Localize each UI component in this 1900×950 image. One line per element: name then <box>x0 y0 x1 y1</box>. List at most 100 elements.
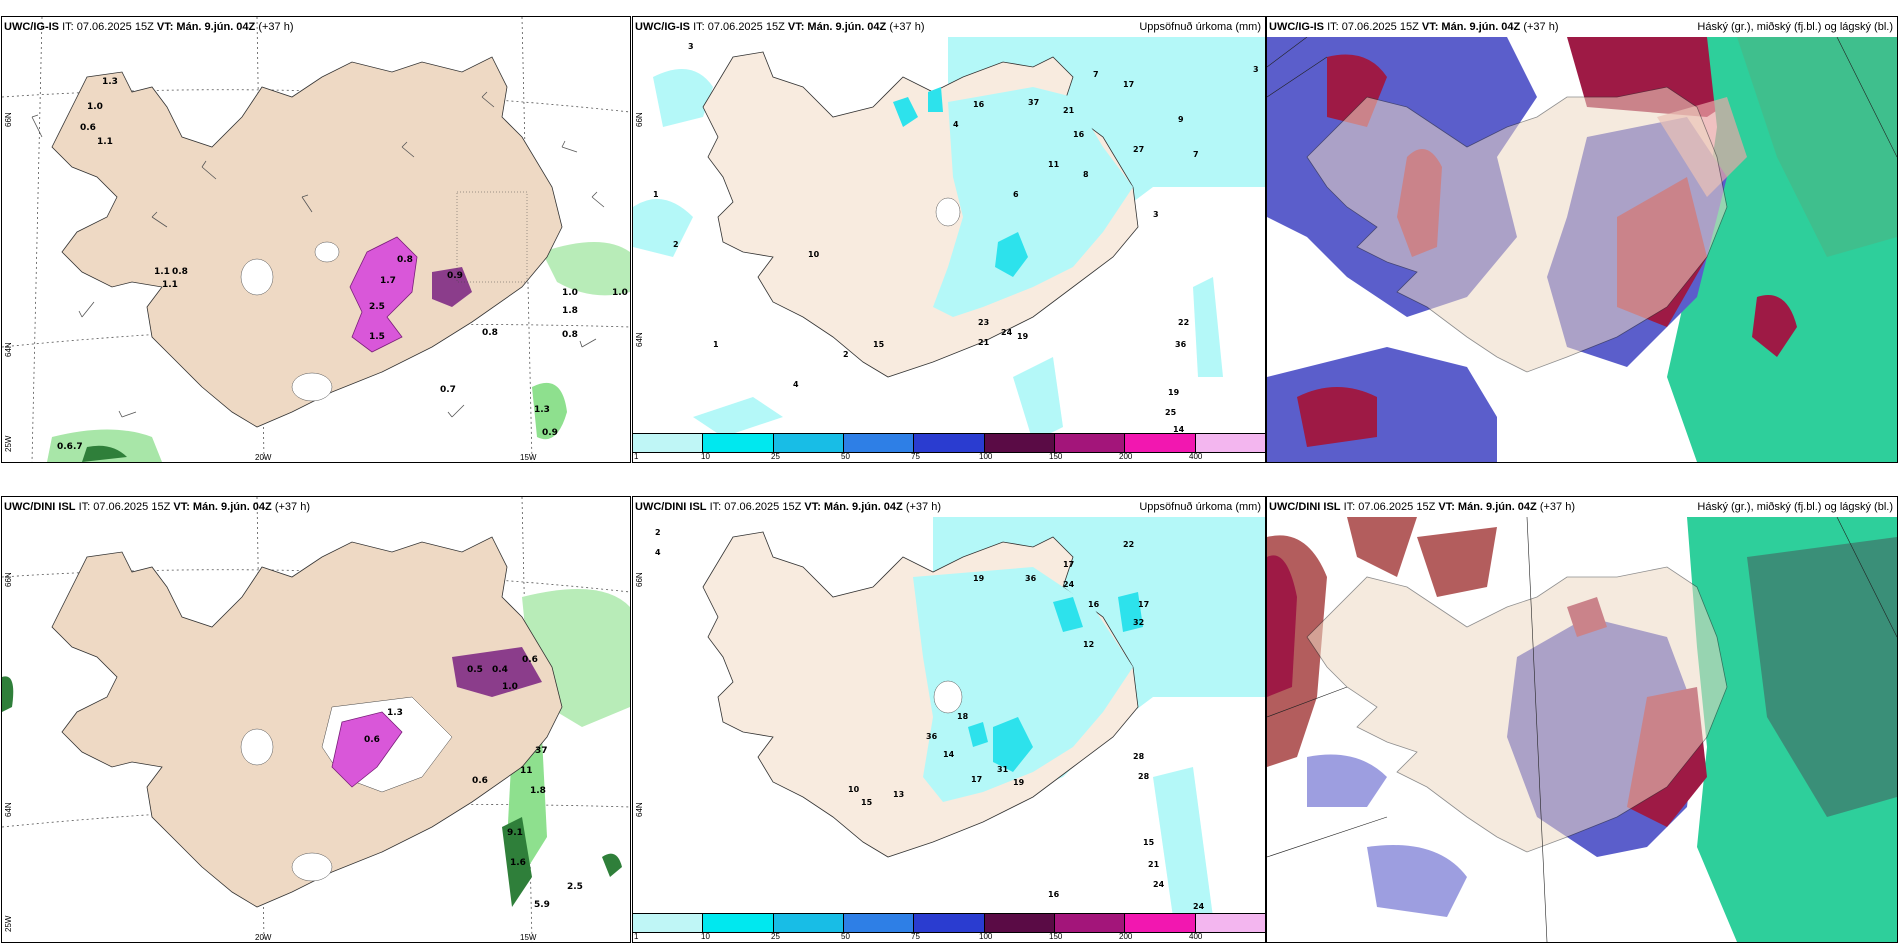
precip-value-label: 1.0 <box>562 288 578 298</box>
accum-value-label: 36 <box>926 732 938 741</box>
lat-label: 66N <box>4 572 13 587</box>
colorbar-bin <box>1195 914 1265 932</box>
colorbar-ticks: 1 10 25 50 75 100 150 200 400 <box>633 452 1265 462</box>
accum-value-label: 24 <box>1063 580 1075 589</box>
lon-label: 25W <box>4 435 13 452</box>
precip-value-label: 0.8 <box>482 328 498 338</box>
panel-title: UWC/IG-IS IT: 07.06.2025 15Z VT: Mán. 9.… <box>4 21 294 33</box>
colorbar-bin <box>1054 914 1126 932</box>
map-panel-r1c3: UWC/IG-IS IT: 07.06.2025 15Z VT: Mán. 9.… <box>1266 16 1898 463</box>
panel-subtitle: Háský (gr.), miðský (fj.bl.) og lágský (… <box>1697 21 1893 33</box>
precip-value-label: 1.3 <box>534 405 550 415</box>
precip-value-label: 2.5 <box>567 882 583 892</box>
colorbar-bin <box>984 434 1055 452</box>
accum-value-label: 3 <box>1253 65 1259 74</box>
precip-value-label: 1.1 <box>162 280 178 290</box>
colorbar-tick: 200 <box>1119 932 1133 941</box>
colorbar-tick: 200 <box>1119 452 1133 461</box>
accum-value-label: 17 <box>1123 80 1134 89</box>
accum-value-label: 4 <box>655 548 661 557</box>
accum-labels: 2 4 19 36 17 24 16 22 17 32 12 18 36 17 … <box>655 528 1205 911</box>
colorbar-bin <box>633 434 704 452</box>
colorbar-bin <box>984 914 1055 932</box>
accum-value-label: 37 <box>1028 98 1039 107</box>
accum-value-label: 16 <box>1088 600 1100 609</box>
lat-label: 64N <box>4 802 13 817</box>
accum-value-label: 3 <box>688 42 694 51</box>
lon-label: 15W <box>520 933 537 942</box>
accum-value-label: 28 <box>1138 772 1150 781</box>
accum-value-label: 11 <box>1048 160 1060 169</box>
precip-value-label: 37 <box>535 746 548 756</box>
precip-value-label: 0.6 <box>80 123 96 133</box>
precip-value-label: 1.1 <box>154 267 170 277</box>
accum-value-label: 22 <box>1123 540 1134 549</box>
lon-label: 20W <box>255 453 272 462</box>
panel-title: UWC/DINI ISL IT: 07.06.2025 15Z VT: Mán.… <box>4 501 310 513</box>
accum-value-label: 4 <box>793 380 799 389</box>
precip-value-label: 0.6.7 <box>57 442 83 452</box>
precip-value-label: 0.6 <box>472 776 488 786</box>
map-panel-r1c2: UWC/IG-IS IT: 07.06.2025 15Z VT: Mán. 9.… <box>632 16 1266 463</box>
accum-value-label: 10 <box>808 250 820 259</box>
colorbar-bin <box>773 434 844 452</box>
accum-value-label: 28 <box>1133 752 1145 761</box>
precip-value-label: 1.7 <box>380 276 396 286</box>
accum-value-label: 6 <box>1013 190 1019 199</box>
accum-value-label: 7 <box>1093 70 1099 79</box>
accum-value-label: 24 <box>1153 880 1165 889</box>
panel-title: UWC/DINI ISL IT: 07.06.2025 15Z VT: Mán.… <box>1269 501 1575 513</box>
precip-value-label: 0.8 <box>562 330 578 340</box>
colorbar-tick: 150 <box>1049 452 1063 461</box>
accum-value-label: 27 <box>1133 145 1144 154</box>
colorbar-bin <box>773 914 844 932</box>
accum-value-label: 22 <box>1178 318 1189 327</box>
colorbar-tick: 150 <box>1049 932 1063 941</box>
colorbar <box>633 913 1265 933</box>
accum-value-label: 2 <box>673 240 679 249</box>
accum-value-label: 8 <box>1083 170 1089 179</box>
colorbar-tick: 400 <box>1189 932 1203 941</box>
colorbar-tick: 1 <box>634 932 639 941</box>
precip-value-label: 1.0 <box>502 682 518 692</box>
lat-label: 64N <box>635 332 644 347</box>
colorbar-tick: 75 <box>911 452 920 461</box>
precip-value-label: 1.1 <box>97 137 113 147</box>
accum-value-label: 25 <box>1165 408 1177 417</box>
precip-value-label: 1.8 <box>562 306 578 316</box>
colorbar-bin <box>1125 914 1196 932</box>
precip-value-label: 0.8 <box>172 267 188 277</box>
accum-value-label: 24 <box>1001 328 1013 337</box>
accum-value-label: 36 <box>1175 340 1187 349</box>
accum-value-label: 31 <box>997 765 1009 774</box>
accum-value-label: 16 <box>1073 130 1085 139</box>
accum-value-label: 17 <box>1138 600 1149 609</box>
accum-value-label: 14 <box>1173 425 1185 434</box>
precip-value-label: 1.5 <box>369 332 385 342</box>
accum-value-label: 16 <box>973 100 985 109</box>
wind-precip-map: 1.3 0.6 0.5 0.4 1.0 0.6 0.6 37 11 1.8 9.… <box>2 497 630 942</box>
accum-value-label: 21 <box>1148 860 1160 869</box>
map-panel-r2c1: UWC/DINI ISL IT: 07.06.2025 15Z VT: Mán.… <box>1 496 631 943</box>
accum-value-label: 14 <box>943 750 955 759</box>
colorbar-tick: 1 <box>634 452 639 461</box>
colorbar-bin <box>843 914 915 932</box>
colorbar-bin <box>914 434 985 452</box>
colorbar-tick: 75 <box>911 932 920 941</box>
lon-label: 25W <box>4 915 13 932</box>
panel-subtitle: Uppsöfnuð úrkoma (mm) <box>1139 501 1261 513</box>
precip-value-label: 1.3 <box>102 77 118 87</box>
colorbar-bin <box>1054 434 1126 452</box>
panel-title: UWC/IG-IS IT: 07.06.2025 15Z VT: Mán. 9.… <box>635 21 925 33</box>
accumulated-precip-map: 2 4 19 36 17 24 16 22 17 32 12 18 36 17 … <box>633 497 1265 924</box>
accum-value-label: 17 <box>971 775 982 784</box>
lat-label: 66N <box>635 112 644 127</box>
accum-value-label: 9 <box>1178 115 1184 124</box>
precip-value-label: 0.9 <box>447 271 463 281</box>
precip-value-label: 0.6 <box>522 655 538 665</box>
lat-label: 66N <box>4 112 13 127</box>
precip-value-label: 9.1 <box>507 828 523 838</box>
accum-value-label: 13 <box>893 790 904 799</box>
colorbar-bin <box>914 914 985 932</box>
colorbar-tick: 25 <box>771 932 780 941</box>
